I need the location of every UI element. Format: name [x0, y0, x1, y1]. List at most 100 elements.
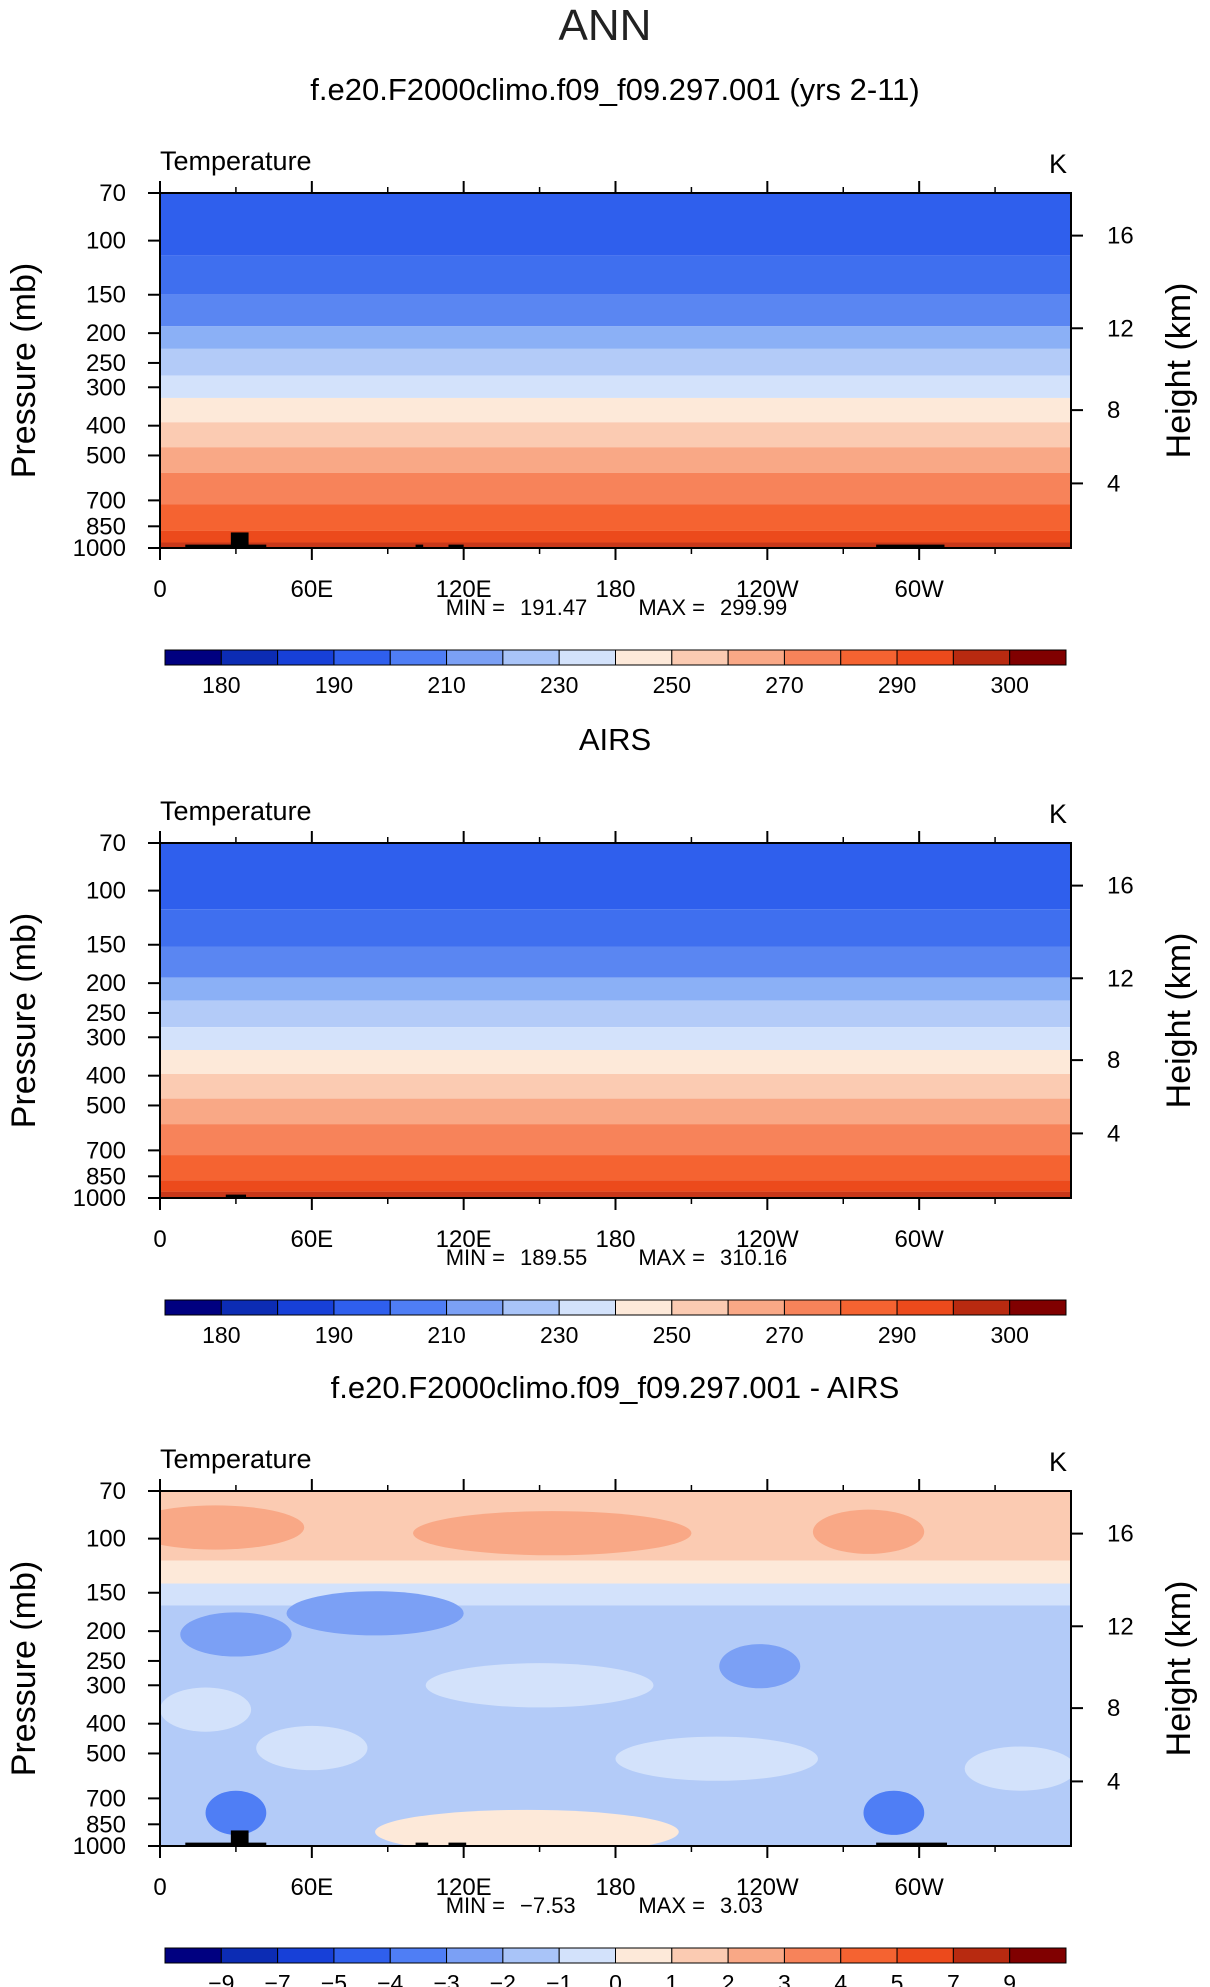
y-tick-label: 200: [86, 970, 126, 997]
colorbar-swatch: [1009, 1947, 1067, 1964]
contour-band: [160, 1605, 1071, 1846]
colorbar-swatch: [277, 1299, 335, 1316]
colorbar-label: 300: [991, 1322, 1029, 1348]
contour-band: [160, 1027, 1071, 1050]
colorbar-label: −3: [433, 1970, 459, 1987]
panel-1: f.e20.F2000climo.f09_f09.297.001 (yrs 2-…: [5, 72, 1198, 698]
colorbar-swatch: [558, 1299, 616, 1316]
contour-band: [160, 375, 1071, 398]
variable-label: Temperature: [160, 1444, 312, 1474]
contour-band: [160, 1180, 1071, 1192]
y-tick-label: 150: [86, 282, 126, 309]
x-tick-label: 60W: [894, 1874, 944, 1901]
x-tick-label: 120E: [436, 1226, 492, 1253]
y-tick-label: 850: [86, 1811, 126, 1838]
max-label: MAX =: [638, 1893, 705, 1918]
contour-region: [180, 1612, 292, 1657]
y-tick-label: 500: [86, 1092, 126, 1119]
terrain-mask: [415, 544, 424, 548]
contour-band: [160, 255, 1071, 295]
plot-area: [160, 843, 1071, 1198]
contour-region: [205, 1790, 267, 1835]
contour-band: [160, 397, 1071, 423]
terrain-mask: [225, 1194, 247, 1198]
colorbar-swatch: [952, 1947, 1011, 1964]
y-tick-label: 100: [86, 228, 126, 255]
y-tick-label: 70: [99, 180, 126, 207]
colorbar-swatch: [446, 1947, 504, 1964]
colorbar-swatch: [220, 1299, 279, 1316]
colorbar-swatch: [615, 1947, 673, 1964]
contour-region: [413, 1511, 692, 1556]
contour-band: [160, 472, 1071, 505]
colorbar-swatch: [558, 1947, 616, 1964]
panel-3: f.e20.F2000climo.f09_f09.297.001 - AIRS T…: [5, 1370, 1198, 1987]
max-value: 3.03: [720, 1893, 763, 1918]
colorbar-swatch: [333, 649, 391, 666]
colorbar-swatch: [1009, 649, 1067, 666]
colorbar-label: 270: [765, 672, 803, 698]
colorbar-label: 5: [891, 1970, 904, 1987]
colorbar-label: 2: [722, 1970, 735, 1987]
contour-band: [160, 348, 1071, 376]
contour-region: [863, 1790, 925, 1835]
colorbar-label: 190: [315, 672, 353, 698]
colorbar-label: 270: [765, 1322, 803, 1348]
terrain-mask: [448, 544, 464, 548]
y-tick-label: 300: [86, 374, 126, 401]
min-label: MIN =: [446, 1245, 505, 1270]
contour-region: [286, 1591, 464, 1636]
x-tick-label: 180: [595, 1226, 635, 1253]
terrain-mask: [230, 532, 249, 548]
colorbar-swatch: [220, 649, 279, 666]
y-tick-label: 1000: [73, 535, 126, 562]
colorbar-swatch: [783, 649, 842, 666]
colorbar-swatch: [502, 1299, 560, 1316]
colorbar-swatch: [896, 649, 954, 666]
contour-region: [375, 1809, 679, 1846]
page-title: ANN: [559, 1, 652, 50]
colorbar-label: 290: [878, 1322, 916, 1348]
plot-area: [160, 1491, 1071, 1846]
colorbar-swatch: [671, 1299, 729, 1316]
x-tick-label: 0: [153, 576, 166, 603]
colorbar-swatch: [840, 649, 898, 666]
min-label: MIN =: [446, 1893, 505, 1918]
colorbar-swatch: [164, 1947, 222, 1964]
min-label: MIN =: [446, 595, 505, 620]
y-tick-label: 400: [86, 413, 126, 440]
y-tick-label: 300: [86, 1672, 126, 1699]
y-tick-label: 400: [86, 1711, 126, 1738]
colorbar-swatch: [783, 1299, 842, 1316]
x-tick-label: 180: [595, 1874, 635, 1901]
y-tick-label: 850: [86, 513, 126, 540]
y-tick-label: 250: [86, 1000, 126, 1027]
colorbar-swatch: [389, 1947, 448, 1964]
colorbar-swatch: [333, 1299, 391, 1316]
contour-band: [160, 504, 1071, 531]
x-tick-label: 120W: [736, 1874, 799, 1901]
max-label: MAX =: [638, 595, 705, 620]
y-tick-label: 70: [99, 1478, 126, 1505]
y-tick-label: 850: [86, 1163, 126, 1190]
y-tick-label: 300: [86, 1024, 126, 1051]
colorbar-label: −2: [490, 1970, 516, 1987]
colorbar-swatch: [164, 649, 222, 666]
contour-band: [160, 946, 1071, 978]
colorbar-label: 230: [540, 672, 578, 698]
contour-region: [964, 1746, 1071, 1791]
height-tick-label: 12: [1107, 965, 1134, 992]
colorbar-swatch: [896, 1947, 954, 1964]
y-tick-label: 200: [86, 1618, 126, 1645]
contour-band: [160, 1583, 1071, 1606]
colorbar-swatch: [277, 1947, 335, 1964]
contour-band: [160, 909, 1071, 947]
x-tick-label: 60W: [894, 576, 944, 603]
units-label: K: [1049, 1447, 1067, 1477]
colorbar-label: 250: [653, 672, 691, 698]
terrain-mask: [415, 1842, 429, 1846]
y-axis-title: Pressure (mb): [5, 263, 43, 478]
colorbar-swatch: [952, 649, 1011, 666]
y-tick-label: 200: [86, 320, 126, 347]
contour-band: [160, 294, 1071, 327]
